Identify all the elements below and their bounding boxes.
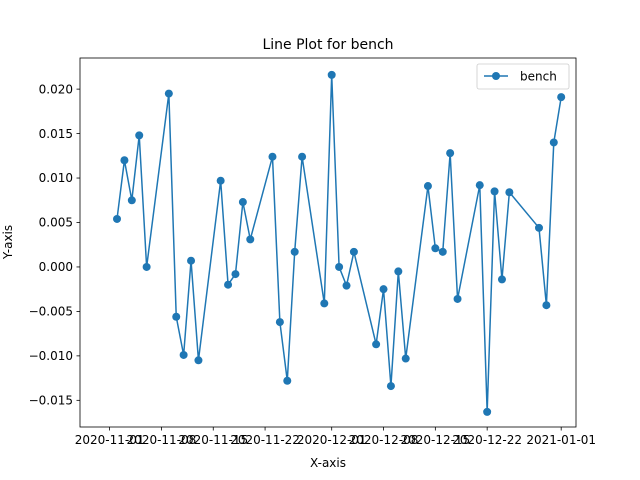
data-point (490, 187, 499, 196)
data-point (172, 312, 181, 321)
data-point (497, 275, 506, 284)
data-point (320, 299, 329, 308)
data-point (275, 318, 284, 327)
data-point (135, 131, 144, 140)
data-point (549, 138, 558, 147)
data-point (283, 376, 292, 385)
data-point (290, 247, 299, 256)
y-tick-label: −0.010 (29, 349, 73, 363)
y-tick-label: 0.010 (39, 171, 73, 185)
data-point (483, 407, 492, 416)
x-axis-ticks: 2020-11-012020-11-082020-11-152020-11-22… (75, 427, 596, 447)
x-axis-title: X-axis (310, 456, 346, 470)
data-point (246, 235, 255, 244)
data-point (401, 354, 410, 363)
x-tick-label: 2020-12-15 (400, 433, 470, 447)
data-point (127, 196, 136, 205)
x-tick-label: 2020-11-15 (178, 433, 248, 447)
y-axis-ticks: −0.015 −0.010 −0.005 0.000 0.005 0.010 0.015 0.… (29, 82, 80, 408)
data-point (557, 93, 566, 102)
y-axis-title: Y-axis (1, 225, 15, 260)
y-tick-label: −0.005 (29, 305, 73, 319)
data-point (453, 294, 462, 303)
data-point (231, 270, 240, 279)
data-point (335, 262, 344, 271)
data-point (349, 247, 358, 256)
data-point (505, 188, 514, 197)
series-line (116, 74, 562, 413)
series-layer (113, 70, 566, 416)
plot-area (80, 58, 576, 427)
legend-box (476, 63, 570, 90)
data-point (438, 247, 447, 256)
y-tick-label: −0.015 (29, 394, 73, 408)
data-point (534, 223, 543, 232)
data-point (446, 149, 455, 158)
data-point (394, 267, 403, 276)
legend: bench (476, 63, 570, 90)
y-tick-label: 0.000 (39, 260, 73, 274)
data-point (142, 262, 151, 271)
data-point (298, 152, 307, 161)
data-point (216, 176, 225, 185)
x-tick-label: 2020-12-22 (452, 433, 522, 447)
x-tick-label: 2021-01-01 (526, 433, 596, 447)
data-point (224, 280, 233, 289)
data-point (379, 285, 388, 294)
data-point (164, 89, 173, 98)
data-point (423, 182, 432, 191)
x-tick-label: 2020-11-08 (127, 433, 197, 447)
x-tick-label: 2020-12-08 (349, 433, 419, 447)
data-point (342, 281, 351, 290)
data-point (120, 156, 129, 165)
legend-label: bench (520, 70, 557, 84)
data-point (542, 301, 551, 310)
data-point (327, 70, 336, 79)
data-point (113, 214, 122, 223)
data-point (179, 350, 188, 359)
data-point (372, 340, 381, 349)
data-point (268, 152, 277, 161)
chart-title: Line Plot for bench (262, 37, 393, 53)
data-point (475, 181, 484, 190)
x-tick-label: 2020-12-01 (297, 433, 367, 447)
y-tick-label: 0.015 (39, 127, 73, 141)
x-tick-label: 2020-11-01 (75, 433, 145, 447)
data-point (194, 356, 203, 365)
legend-marker-swatch (492, 72, 500, 80)
data-point (386, 382, 395, 391)
x-tick-label: 2020-11-22 (230, 433, 300, 447)
data-point (187, 256, 196, 265)
y-tick-label: 0.020 (39, 82, 73, 96)
data-point (431, 244, 440, 253)
plot-frame (79, 57, 577, 428)
data-point (238, 198, 247, 207)
y-tick-label: 0.005 (39, 216, 73, 230)
